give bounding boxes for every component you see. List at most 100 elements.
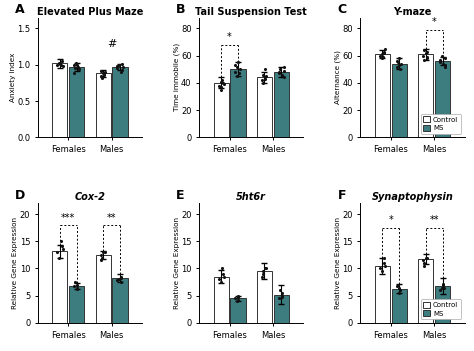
Point [55,255,63,260]
Point [394,60,401,65]
Point [234,293,242,298]
Point [233,298,240,304]
Point [278,293,286,298]
Point [441,55,449,61]
Point [232,69,239,75]
Point [72,66,79,71]
Point [436,287,444,293]
Point [420,47,428,53]
Point [101,249,109,255]
Point [280,75,287,80]
Point [73,62,81,67]
Point [421,57,428,62]
Point [116,62,123,67]
Point [423,54,430,60]
Bar [435,61,450,137]
Point [382,263,389,269]
Point [397,66,404,72]
Point [72,60,80,66]
Point [380,50,388,56]
Bar [392,289,407,323]
Point [118,67,126,73]
Bar [213,83,228,137]
Point [59,247,66,252]
Point [236,66,244,72]
Y-axis label: Anxiety index: Anxiety index [10,53,16,102]
Point [98,258,105,263]
Bar [257,271,272,323]
Point [280,64,288,69]
Point [234,294,242,300]
Y-axis label: Alternance (%): Alternance (%) [334,51,341,104]
Point [278,72,286,78]
Point [439,61,447,67]
Point [277,287,284,293]
Bar [418,54,433,137]
Point [442,62,449,68]
Point [113,66,121,71]
Point [422,50,430,56]
Bar [274,72,289,137]
Point [259,271,267,277]
Point [59,64,66,69]
Point [73,285,81,290]
Title: Synaptophysin: Synaptophysin [372,192,454,203]
Bar [375,266,390,323]
Point [113,278,121,283]
Point [263,73,270,79]
Point [218,79,225,84]
Point [382,46,389,52]
Point [275,69,283,75]
Point [232,296,239,301]
Point [379,54,386,60]
Text: A: A [15,3,25,16]
Point [421,260,428,266]
Point [57,62,65,67]
Y-axis label: Relative Gene Expression: Relative Gene Expression [12,217,18,309]
Point [235,297,242,303]
Point [378,269,386,274]
Point [98,255,106,260]
Point [56,61,64,67]
Point [98,75,106,81]
Bar [69,286,84,323]
Legend: Control, MS: Control, MS [420,114,461,134]
Bar [52,63,67,137]
Point [117,279,125,285]
Point [259,80,267,86]
Point [219,80,227,86]
Title: Cox-2: Cox-2 [74,192,105,203]
Bar [418,259,433,323]
Point [393,64,401,69]
Point [215,83,222,88]
Point [118,61,126,67]
Point [217,279,225,285]
Bar [435,286,450,323]
Point [73,286,81,292]
Point [70,71,78,76]
Point [424,55,431,61]
Text: *: * [432,18,437,27]
Title: Y-maze: Y-maze [393,7,432,17]
Point [277,66,284,72]
Point [97,73,104,78]
Point [259,72,266,78]
Point [219,271,227,277]
Point [58,243,65,249]
Point [258,77,265,83]
Point [258,274,265,279]
Bar [96,73,111,137]
Y-axis label: Relative Gene Expression: Relative Gene Expression [173,217,180,309]
Point [116,277,123,282]
Point [396,287,403,293]
Point [378,55,386,61]
Point [220,81,228,87]
Y-axis label: Relative Gene Expression: Relative Gene Expression [335,217,341,309]
Point [440,285,447,290]
Point [114,64,121,69]
Point [70,283,78,289]
Point [233,64,240,69]
Point [100,72,108,78]
Point [55,60,63,66]
Title: Tail Suspension Test: Tail Suspension Test [195,7,307,17]
